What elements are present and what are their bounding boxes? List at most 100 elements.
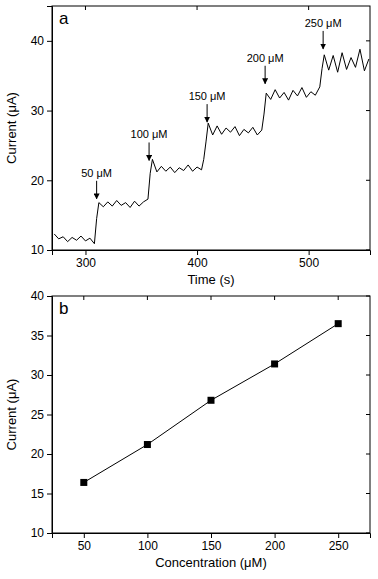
y-tick-mark	[47, 454, 52, 455]
annotation-arrow	[207, 104, 208, 122]
plot-area	[80, 320, 341, 486]
y-tick: 10	[31, 243, 52, 257]
y-tick-mark	[47, 494, 52, 495]
annotation-arrow	[323, 31, 324, 49]
y-tick-mark	[47, 415, 52, 416]
y-mirror-tick	[366, 533, 370, 534]
x-tick-mark	[84, 533, 85, 538]
x-axis: 50 100 150 200 250	[53, 533, 371, 553]
annotation-text: 150 μM	[189, 90, 226, 102]
annotation-arrow	[149, 142, 150, 160]
x-mirror-tick	[211, 296, 212, 300]
y-tick-label: 25	[31, 408, 45, 422]
y-tick-mark	[47, 336, 52, 337]
x-tick-label: 500	[299, 256, 319, 270]
x-tick-label: 250	[329, 539, 349, 553]
y-axis-line	[47, 7, 53, 251]
x-tick-mark	[338, 533, 339, 538]
x-tick-label: 100	[138, 539, 158, 553]
y-tick-mark	[47, 533, 52, 534]
y-tick-mark	[47, 41, 52, 42]
y-tick-label: 20	[31, 174, 45, 188]
data-point	[80, 479, 87, 486]
x-tick-mark	[211, 533, 212, 538]
y-tick: 25	[31, 408, 52, 422]
annotation-text: 50 μM	[81, 167, 112, 179]
panel: 300 400 500 10 20 30 40 Time (s) Current (μA) a 50…	[4, 6, 371, 287]
x-axis-line	[53, 251, 371, 256]
x-tick-label: 50	[78, 539, 92, 553]
x-tick-mark	[147, 533, 148, 538]
y-mirror-tick	[366, 375, 370, 376]
y-tick-label: 40	[31, 34, 45, 48]
data-line	[84, 324, 338, 483]
y-mirror-tick	[366, 180, 370, 181]
annotation-text: 250 μM	[305, 17, 342, 29]
y-axis-title: Current (μA)	[4, 92, 19, 164]
y-tick: 20	[31, 447, 52, 461]
x-mirror-tick	[197, 6, 198, 10]
annotation-text: 200 μM	[247, 52, 284, 64]
x-tick-label: 400	[188, 256, 208, 270]
y-tick: 30	[31, 368, 52, 382]
y-tick-mark	[47, 180, 52, 181]
y-mirror-tick	[366, 414, 370, 415]
y-tick: 20	[31, 174, 52, 188]
annotation-arrow	[265, 66, 266, 84]
data-point	[271, 360, 278, 367]
y-tick: 10	[31, 526, 52, 540]
y-tick-label: 35	[31, 329, 45, 343]
data-point	[335, 320, 342, 327]
y-tick-label: 20	[31, 447, 45, 461]
y-tick-label: 30	[31, 104, 45, 118]
x-tick: 500	[299, 250, 319, 270]
y-mirror-tick	[366, 493, 370, 494]
x-tick-label: 150	[201, 539, 221, 553]
x-tick-mark	[197, 250, 198, 255]
x-mirror-tick	[83, 296, 84, 300]
y-mirror-tick	[366, 454, 370, 455]
annotation-text: 100 μM	[131, 128, 168, 140]
plot-area	[54, 49, 369, 244]
panel-label: b	[59, 299, 68, 318]
x-mirror-tick	[274, 296, 275, 300]
y-axis: 10 15 20 25 30 35 40	[31, 289, 53, 540]
x-tick-mark	[275, 533, 276, 538]
x-axis-title: Time (s)	[187, 272, 234, 287]
y-tick: 40	[31, 289, 52, 303]
y-tick-mark	[47, 250, 52, 251]
y-tick: 30	[31, 104, 52, 118]
panel-label: a	[59, 9, 69, 28]
x-tick: 100	[138, 533, 158, 553]
plot-frame	[52, 296, 370, 533]
x-axis-line	[53, 534, 371, 539]
y-tick: 40	[31, 34, 52, 48]
x-tick: 400	[188, 250, 208, 270]
y-tick: 15	[31, 487, 52, 501]
data-line	[54, 49, 369, 244]
panel: 5010015020025010152025303540Concentratio…	[4, 289, 371, 570]
y-tick-mark	[47, 375, 52, 376]
y-tick-label: 30	[31, 368, 45, 382]
y-mirror-tick	[366, 335, 370, 336]
y-mirror-tick	[366, 250, 370, 251]
y-tick-label: 40	[31, 289, 45, 303]
x-tick: 200	[265, 533, 285, 553]
y-mirror-tick	[366, 110, 370, 111]
y-axis: 10 20 30 40	[31, 7, 53, 258]
x-mirror-tick	[85, 6, 86, 10]
y-tick-label: 10	[31, 526, 45, 540]
x-tick-label: 300	[76, 256, 96, 270]
annotation-arrow	[96, 181, 97, 199]
x-tick-mark	[309, 250, 310, 255]
y-tick-mark	[47, 111, 52, 112]
y-axis-line	[47, 297, 53, 534]
x-tick: 300	[76, 250, 96, 270]
y-tick: 35	[31, 329, 52, 343]
x-axis: 300 400 500	[53, 250, 371, 270]
y-tick-mark	[47, 296, 52, 297]
plot-frame	[52, 6, 370, 250]
y-mirror-tick	[366, 40, 370, 41]
data-point	[208, 397, 215, 404]
figure: 300 400 500 10 20 30 40 Time (s) Current (μA) a 50…	[0, 0, 378, 579]
